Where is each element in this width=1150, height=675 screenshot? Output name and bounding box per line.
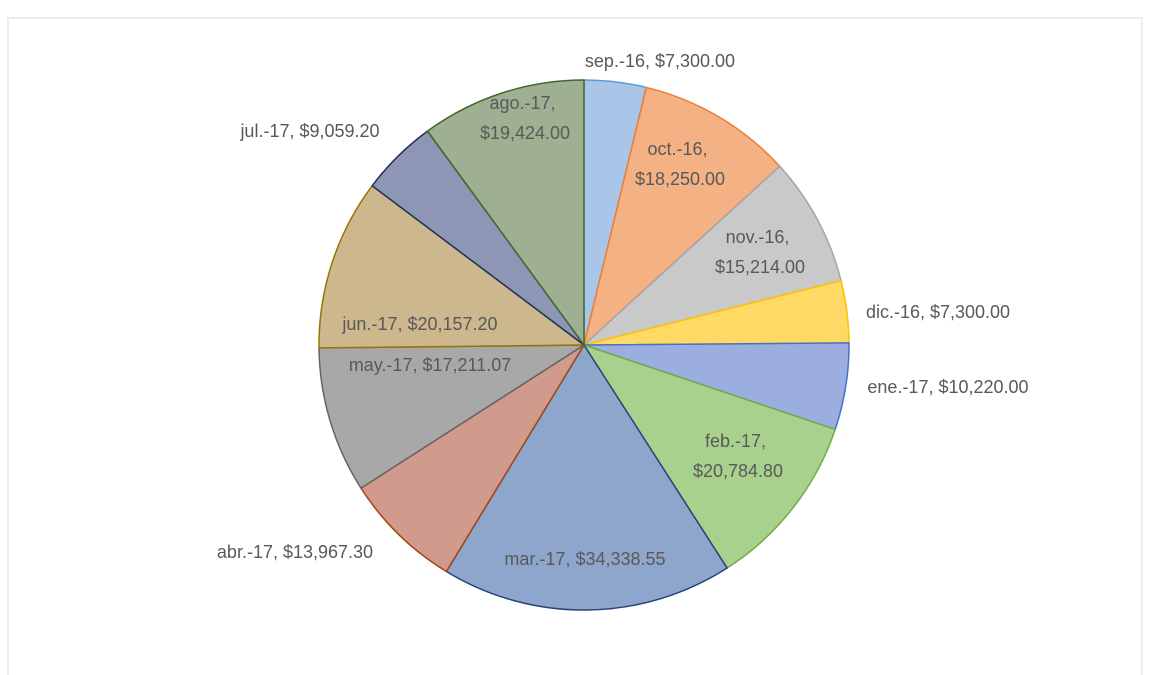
data-label-category: oct.-16 xyxy=(647,139,702,159)
data-label-value: $7,300.00 xyxy=(930,302,1010,322)
data-label-value: $20,784.80 xyxy=(693,461,783,481)
data-label-category: ene.-17 xyxy=(867,377,928,397)
data-label-separator: , xyxy=(565,549,575,569)
data-label: jul.-17, $9,059.20 xyxy=(239,121,379,141)
data-label-value: $17,211.07 xyxy=(422,355,511,375)
data-label: ago.-17, $19,424.00 xyxy=(480,93,570,143)
data-label: oct.-16, $18,250.00 xyxy=(635,139,725,189)
data-label-separator: , xyxy=(703,139,713,159)
data-label-category: jul.-17 xyxy=(239,121,289,141)
data-label-value: $18,250.00 xyxy=(635,169,725,189)
data-label-separator: , xyxy=(397,314,407,334)
pie-slice xyxy=(583,165,842,346)
data-label-category: mar.-17 xyxy=(504,549,565,569)
data-label: dic.-16, $7,300.00 xyxy=(866,302,1010,322)
pie-slice xyxy=(426,79,585,348)
data-label-separator: , xyxy=(273,542,283,562)
data-label-separator: , xyxy=(784,227,794,247)
data-label: jun.-17, $20,157.20 xyxy=(341,314,497,334)
data-label-value: $20,157.20 xyxy=(407,314,497,334)
data-label-category: may.-17 xyxy=(349,355,413,375)
data-label-category: ago.-17 xyxy=(489,93,550,113)
data-label-separator: , xyxy=(412,355,422,375)
data-label-value: $7,300.00 xyxy=(655,51,735,71)
pie-slice xyxy=(359,344,585,573)
data-label-value: $19,424.00 xyxy=(480,123,570,143)
pie-slice xyxy=(445,343,729,611)
pie-slice xyxy=(318,344,587,490)
data-label-value: $34,338.55 xyxy=(575,549,665,569)
data-label-value: $10,220.00 xyxy=(938,377,1028,397)
data-label-category: jun.-17 xyxy=(341,314,397,334)
data-label-category: sep.-16 xyxy=(585,51,645,71)
data-label: ene.-17, $10,220.00 xyxy=(867,377,1028,397)
data-label: nov.-16, $15,214.00 xyxy=(715,227,805,277)
data-label-value: $9,059.20 xyxy=(299,121,379,141)
data-label-category: feb.-17 xyxy=(705,431,761,451)
data-label-category: dic.-16 xyxy=(866,302,920,322)
pie-slice xyxy=(582,86,781,348)
data-label-value: $13,967.30 xyxy=(283,542,373,562)
data-label-category: abr.-17 xyxy=(217,542,273,562)
data-label: mar.-17, $34,338.55 xyxy=(504,549,665,569)
pie-slice xyxy=(318,184,587,349)
data-label-category: nov.-16 xyxy=(726,227,785,247)
data-label-value: $15,214.00 xyxy=(715,257,805,277)
data-label-separator: , xyxy=(551,93,561,113)
data-label-separator: , xyxy=(761,431,771,451)
data-label-separator: , xyxy=(289,121,299,141)
data-label: feb.-17, $20,784.80 xyxy=(693,431,783,481)
data-label-separator: , xyxy=(928,377,938,397)
data-label-separator: , xyxy=(645,51,655,71)
data-label: abr.-17, $13,967.30 xyxy=(217,542,373,562)
pie-slice xyxy=(582,343,837,570)
data-label-separator: , xyxy=(920,302,930,322)
data-label: sep.-16, $7,300.00 xyxy=(585,51,735,71)
data-label: may.-17, $17,211.07 xyxy=(349,355,511,375)
